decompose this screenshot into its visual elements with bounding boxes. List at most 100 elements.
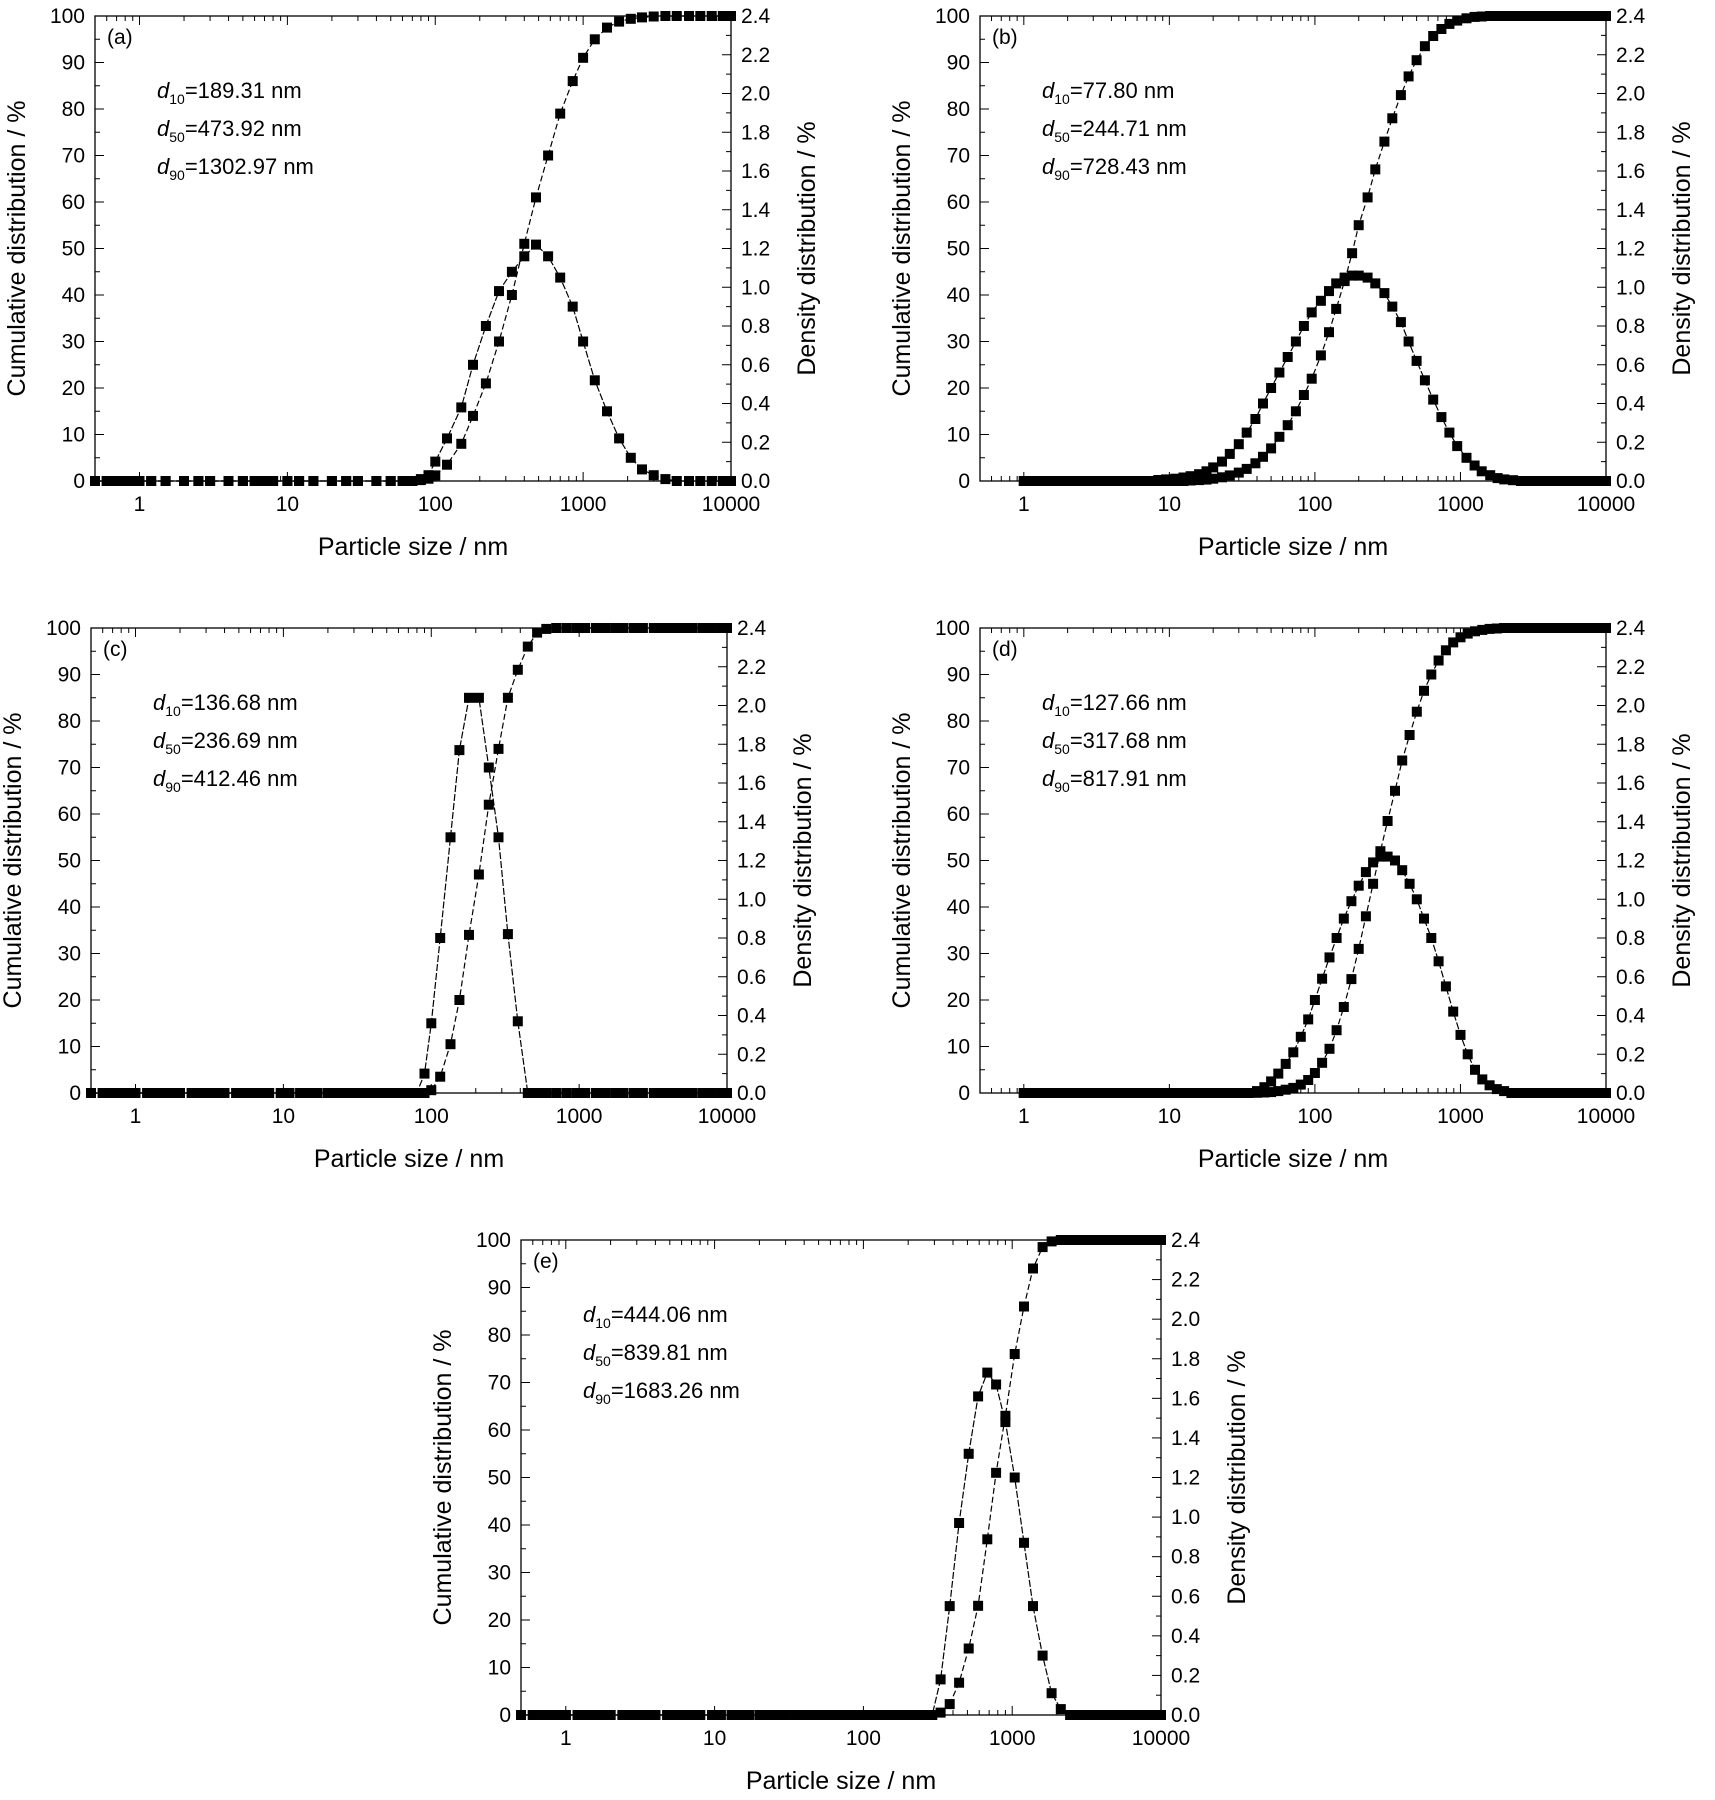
density-series-line [95,243,731,482]
cumulative-data-point [1266,443,1277,454]
density-data-point [326,476,337,486]
annotation-value: =728.43 nm [1070,154,1187,179]
density-data-point [627,1710,638,1720]
d-value-annotation: d90=728.43 nm [1042,154,1187,183]
x-tick-label: 10000 [702,493,760,516]
density-data-point [1452,441,1463,452]
x-tick-label: 10 [703,1727,726,1750]
annotation-subscript: 10 [169,91,185,107]
y-left-tick-label: 60 [58,803,81,826]
cumulative-data-point [1324,1043,1335,1054]
density-data-point [1593,1088,1604,1098]
y-left-tick-label: 60 [488,1419,511,1442]
y-left-tick-label: 70 [488,1372,511,1395]
density-data-point [1549,476,1560,486]
cumulative-data-point [454,995,465,1005]
cumulative-data-point [706,623,717,633]
y-right-axis-title: Density distribution / % [789,733,817,987]
density-data-point [636,1710,646,1720]
density-data-point [555,272,566,283]
y-left-tick-label: 20 [62,377,85,400]
y-left-tick-label: 30 [62,331,85,354]
density-data-point [1428,394,1439,405]
cumulative-data-point [637,12,647,23]
cumulative-data-point [1455,632,1466,643]
annotation-symbol: d [1042,728,1055,753]
density-data-point [1224,448,1235,459]
y-right-tick-label: 2.2 [1171,1269,1200,1292]
density-data-point [1520,1088,1531,1098]
density-data-point [1099,1088,1110,1098]
d-value-annotation: d90=1302.97 nm [157,154,314,183]
density-data-point [1461,452,1472,463]
x-tick-label: 1 [134,493,146,516]
density-data-point [602,406,612,417]
density-data-point [1208,462,1219,473]
cumulative-data-point [677,623,688,633]
density-data-point [870,1710,881,1720]
density-data-point [1040,1088,1051,1098]
annotation-symbol: d [153,690,166,715]
y-left-tick-label: 70 [947,757,970,780]
annotation-symbol: d [1042,690,1055,715]
annotation-symbol: d [583,1302,596,1327]
density-data-point [560,1710,571,1720]
cumulative-data-point [1508,11,1519,21]
cumulative-data-point [1586,623,1597,633]
cumulative-data-point [935,1707,946,1718]
density-data-point [1009,1472,1020,1483]
density-data-point [1083,1088,1094,1098]
cumulative-data-point [1448,637,1459,648]
y-left-tick-label: 70 [58,757,81,780]
cumulative-data-point [1360,911,1371,922]
y-right-tick-label: 0.8 [737,927,766,950]
cumulative-data-point [697,623,708,633]
y-left-tick-label: 60 [947,803,970,826]
density-data-point [817,1710,828,1720]
d-value-annotation: d10=77.80 nm [1042,78,1174,107]
cumulative-data-point [1074,1235,1085,1245]
x-axis-title: Particle size / nm [318,533,508,561]
x-axis-title: Particle size / nm [746,1767,936,1795]
density-data-point [591,1088,601,1098]
annotation-value: =136.68 nm [181,690,298,715]
density-data-point [1028,1601,1038,1612]
density-data-point [1309,995,1320,1005]
annotation-symbol: d [1042,766,1055,791]
density-data-point [331,1088,342,1098]
cumulative-data-point [1397,755,1408,766]
density-data-point [697,1088,708,1098]
density-data-point [1601,1088,1611,1098]
cumulative-data-point [430,470,441,481]
y-right-tick-label: 1.6 [737,772,766,795]
annotation-subscript: 10 [165,703,181,719]
density-data-point [935,1674,946,1685]
density-data-point [637,1088,648,1098]
density-data-point [1093,1710,1104,1720]
cumulative-data-point [1404,730,1415,740]
density-data-point [1106,1088,1117,1098]
density-data-point [735,1710,746,1720]
density-data-point [578,336,589,347]
annotation-symbol: d [1042,154,1055,179]
cumulative-data-point [667,623,678,633]
density-data-point [1295,1031,1306,1042]
y-right-tick-label: 0.6 [1616,354,1645,377]
annotation-subscript: 90 [595,1391,611,1407]
density-data-point [367,1088,378,1098]
cumulative-data-point [1492,11,1503,21]
cumulative-data-point [1428,31,1439,41]
annotation-value: =244.71 nm [1070,116,1187,141]
y-right-tick-label: 0.4 [741,393,771,416]
density-data-point [423,470,434,481]
annotation-value: =127.66 nm [1070,690,1187,715]
annotation-symbol: d [583,1378,596,1403]
density-data-point [1217,456,1227,467]
density-data-point [567,301,578,312]
y-right-axis-title: Density distribution / % [1668,733,1696,987]
panel-label: (e) [533,1250,559,1273]
panel-label: (d) [992,638,1018,661]
y-right-tick-label: 1.6 [1616,772,1645,795]
y-left-tick-label: 20 [947,377,970,400]
cumulative-data-point [660,11,671,21]
